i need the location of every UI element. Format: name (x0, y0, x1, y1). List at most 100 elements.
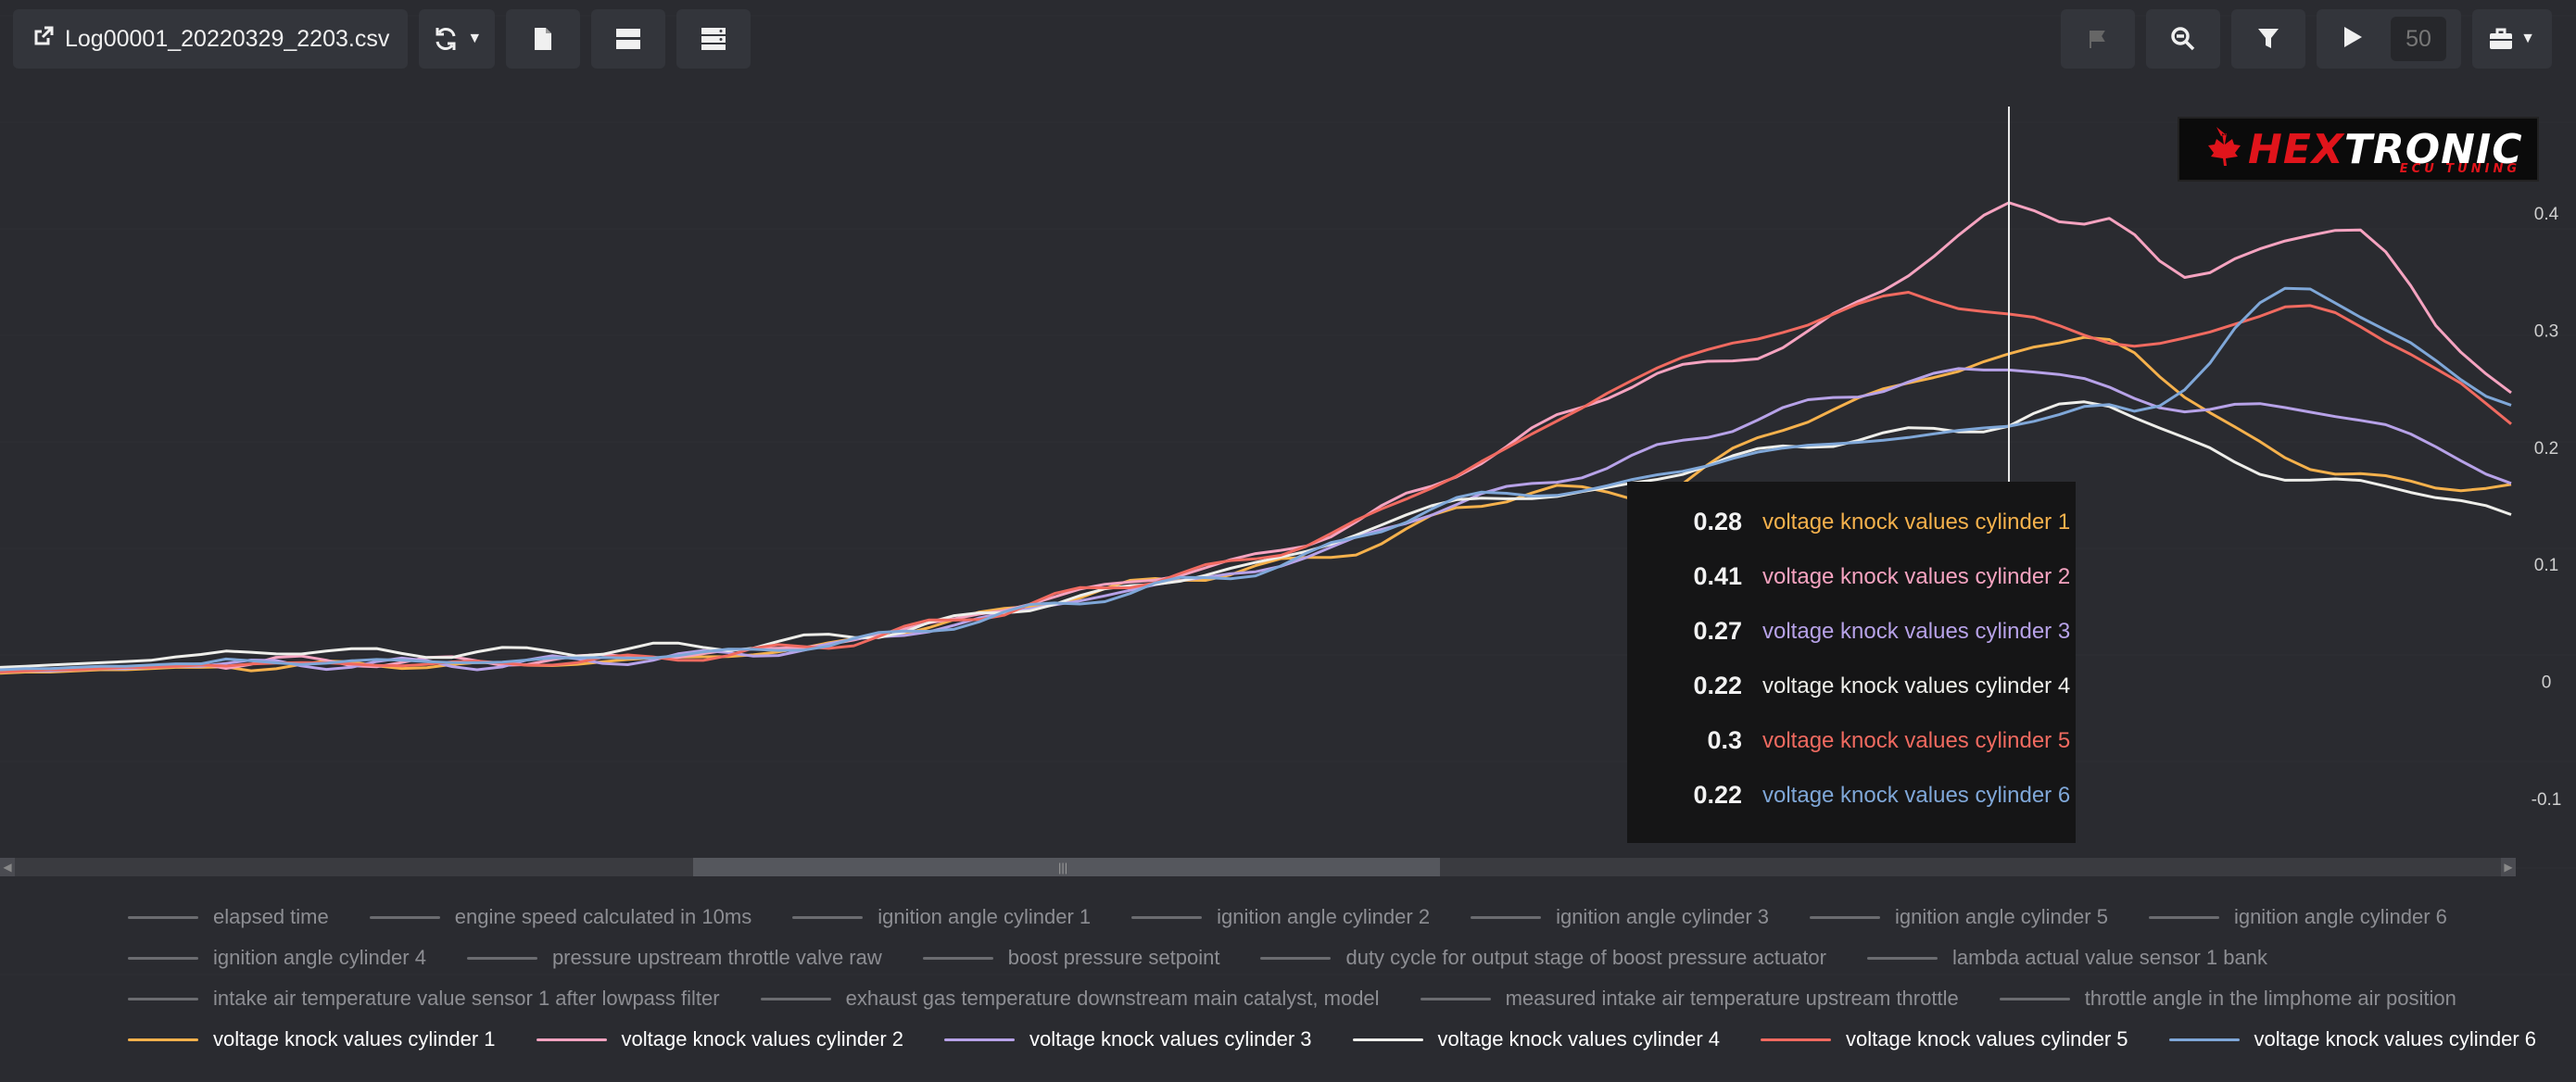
legend-label: intake air temperature value sensor 1 af… (213, 987, 720, 1010)
legend-item[interactable]: engine speed calculated in 10ms (369, 905, 751, 929)
series-line-4[interactable] (0, 400, 2512, 669)
legend-label: ignition angle cylinder 6 (2233, 905, 2447, 928)
horizontal-scrollbar[interactable]: ◀ ||| ▶ (0, 858, 2516, 876)
legend-item[interactable]: boost pressure setpoint (922, 946, 1219, 970)
legend-label: ignition angle cylinder 4 (213, 946, 426, 969)
play-button[interactable] (2342, 26, 2363, 53)
legend-row: ignition angle cylinder 4 pressure upstre… (128, 937, 2537, 978)
file-icon (533, 27, 553, 51)
legend-swatch (1420, 997, 1491, 1000)
logo-wordmark: HEXTRONIC (2248, 125, 2523, 173)
legend-label: pressure upstream throttle valve raw (551, 946, 882, 969)
multi-panel-button[interactable] (676, 9, 751, 69)
legend-item[interactable]: ignition angle cylinder 6 (2148, 905, 2447, 929)
legend-label: ignition angle cylinder 3 (1556, 905, 1770, 928)
legend-item[interactable]: lambda actual value sensor 1 bank (1866, 946, 2267, 970)
maple-leaf-icon (2208, 127, 2241, 166)
legend-item[interactable]: voltage knock values cylinder 3 (944, 1027, 1312, 1051)
legend-item[interactable]: voltage knock values cylinder 2 (536, 1027, 903, 1051)
legend-item[interactable]: voltage knock values cylinder 6 (2168, 1027, 2537, 1051)
open-file-button[interactable]: Log00001_20220329_2203.csv (13, 9, 409, 69)
legend-swatch (1866, 956, 1938, 960)
y-tick-label: 0.2 (2534, 439, 2558, 459)
tooltip-series-name: voltage knock values cylinder 1 (1762, 509, 2071, 535)
tooltip-row: 0.22 voltage knock values cylinder 4 (1627, 659, 2076, 713)
legend-item[interactable]: ignition angle cylinder 4 (128, 946, 426, 970)
legend-swatch (1471, 915, 1542, 919)
legend-item[interactable]: voltage knock values cylinder 1 (128, 1027, 496, 1051)
legend-row: elapsed time engine speed calculated in 1… (128, 897, 2537, 937)
tooltip-series-name: voltage knock values cylinder 4 (1762, 673, 2071, 698)
panel-icon (615, 28, 641, 50)
chevron-down-icon: ▼ (467, 31, 483, 46)
brand-logo: HEXTRONIC ECU TUNING (2178, 117, 2539, 182)
tooltip-series-name: voltage knock values cylinder 2 (1762, 563, 2071, 589)
legend-label: voltage knock values cylinder 4 (1437, 1027, 1721, 1051)
single-panel-button[interactable] (591, 9, 666, 69)
legend-swatch (1260, 956, 1332, 960)
series-line-5[interactable] (0, 291, 2512, 673)
scroll-left-arrow[interactable]: ◀ (0, 858, 15, 876)
playback-speed-input[interactable]: 50 (2391, 17, 2446, 61)
legend-item[interactable]: ignition angle cylinder 3 (1471, 905, 1769, 929)
legend-item[interactable]: ignition angle cylinder 2 (1131, 905, 1430, 929)
knock-voltage-chart[interactable]: 0.4 0.3 0.2 0.1 0 -0.1 (0, 102, 2576, 843)
legend-item[interactable]: intake air temperature value sensor 1 af… (128, 987, 720, 1011)
legend-item[interactable]: ignition angle cylinder 1 (792, 905, 1091, 929)
legend-label: ignition angle cylinder 1 (878, 905, 1092, 928)
legend-item[interactable]: ignition angle cylinder 5 (1810, 905, 2108, 929)
filter-button[interactable] (2231, 9, 2305, 69)
legend-swatch (1810, 915, 1881, 919)
scroll-right-arrow[interactable]: ▶ (2501, 858, 2516, 876)
legend-label: ignition angle cylinder 5 (1895, 905, 2108, 928)
grip-icon: ||| (1058, 861, 1068, 874)
legend-item[interactable]: voltage knock values cylinder 4 (1352, 1027, 1721, 1051)
y-tick-label: 0 (2542, 673, 2552, 693)
refresh-dropdown-button[interactable]: ▼ (419, 9, 496, 69)
flag-button[interactable] (2061, 9, 2135, 69)
series-line-3[interactable] (0, 367, 2512, 673)
zoom-out-icon (2170, 26, 2196, 52)
playback-group: 50 (2317, 9, 2461, 69)
legend-label: voltage knock values cylinder 5 (1846, 1027, 2128, 1051)
tooltip-value: 0.41 (1693, 562, 1742, 590)
tools-dropdown-button[interactable]: ▼ (2472, 9, 2552, 69)
legend-item[interactable]: measured intake air temperature upstream… (1420, 987, 1959, 1011)
legend-label: voltage knock values cylinder 3 (1029, 1027, 1312, 1051)
legend-label: measured intake air temperature upstream… (1505, 987, 1959, 1010)
legend-label: duty cycle for output stage of boost pre… (1345, 946, 1826, 969)
series-line-6[interactable] (0, 286, 2512, 672)
legend-swatch (466, 956, 537, 960)
tooltip-row: 0.41 voltage knock values cylinder 2 (1627, 549, 2076, 604)
legend-label: lambda actual value sensor 1 bank (1951, 946, 2267, 969)
briefcase-icon (2489, 28, 2513, 50)
legend-swatch (128, 997, 198, 1000)
tooltip-value: 0.27 (1693, 617, 1742, 645)
toolbar-right: 50 ▼ (2061, 9, 2552, 69)
legend-item[interactable]: duty cycle for output stage of boost pre… (1260, 946, 1826, 970)
chevron-down-icon: ▼ (2520, 31, 2535, 46)
file-button[interactable] (506, 9, 581, 69)
legend-item[interactable]: voltage knock values cylinder 5 (1761, 1027, 2128, 1051)
legend-swatch (536, 1038, 607, 1041)
tooltip-row: 0.27 voltage knock values cylinder 3 (1627, 604, 2076, 659)
scroll-thumb[interactable]: ||| (693, 858, 1440, 876)
refresh-icon (432, 25, 460, 53)
toolbar: Log00001_20220329_2203.csv ▼ (13, 9, 751, 69)
legend-swatch (1761, 1038, 1831, 1041)
series-line-1[interactable] (0, 335, 2512, 675)
tooltip-row: 0.3 voltage knock values cylinder 5 (1627, 713, 2076, 768)
legend-swatch (2148, 915, 2219, 919)
zoom-out-button[interactable] (2146, 9, 2220, 69)
value-tooltip: 0.28 voltage knock values cylinder 1 0.41 v… (1627, 482, 2076, 843)
legend-label: voltage knock values cylinder 6 (2254, 1027, 2537, 1051)
legend-item[interactable]: throttle angle in the limphome air posit… (1999, 987, 2456, 1011)
legend-item[interactable]: pressure upstream throttle valve raw (466, 946, 882, 970)
tooltip-row: 0.22 voltage knock values cylinder 6 (1627, 768, 2076, 823)
legend-item[interactable]: exhaust gas temperature downstream main … (760, 987, 1380, 1011)
legend-swatch (1131, 915, 1203, 919)
legend-item[interactable]: elapsed time (128, 905, 329, 929)
legend: elapsed time engine speed calculated in 1… (128, 897, 2537, 1060)
series-line-2[interactable] (0, 201, 2512, 673)
tooltip-value: 0.28 (1693, 508, 1742, 535)
